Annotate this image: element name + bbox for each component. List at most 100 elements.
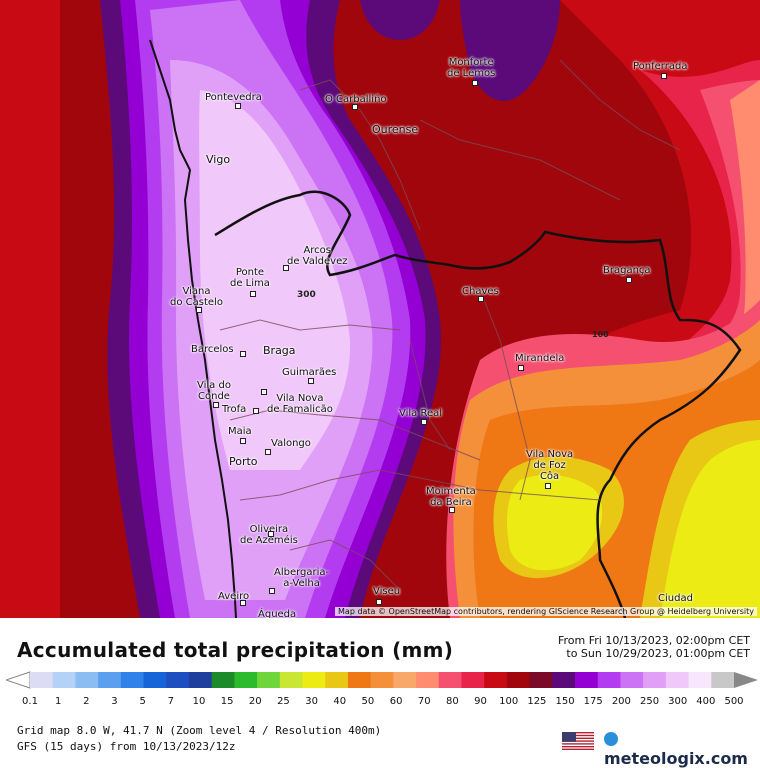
place-label: Águeda bbox=[258, 609, 297, 618]
period-from: From Fri 10/13/2023, 02:00pm CET bbox=[558, 634, 750, 647]
place-label: Vila Nova de Famalicão bbox=[267, 393, 333, 415]
place-label: Vigo bbox=[206, 153, 231, 166]
place-label: Bragança bbox=[603, 265, 651, 276]
place-label: Vila do Conde bbox=[197, 380, 231, 402]
legend-tick-label: 125 bbox=[527, 696, 547, 707]
legend-swatch bbox=[143, 672, 167, 688]
contour-label: 100 bbox=[592, 330, 609, 339]
place-marker bbox=[545, 483, 551, 489]
legend-tick-label: 0.1 bbox=[22, 696, 38, 707]
place-label: Maia bbox=[228, 426, 252, 437]
place-label: Oliveira de Azeméis bbox=[240, 524, 298, 546]
us-flag-icon[interactable] bbox=[562, 732, 594, 750]
place-marker bbox=[269, 588, 275, 594]
place-label: Ourense bbox=[372, 123, 419, 136]
legend-swatch bbox=[370, 672, 394, 688]
model-info: GFS (15 days) from 10/13/2023/12z bbox=[17, 740, 236, 753]
logo-icon bbox=[604, 732, 618, 746]
place-marker bbox=[472, 80, 478, 86]
place-marker bbox=[376, 599, 382, 605]
place-label: Viana do Castelo bbox=[170, 286, 223, 308]
place-label: O Carballiño bbox=[325, 94, 387, 105]
legend-swatch bbox=[711, 672, 735, 688]
legend-tick-label: 150 bbox=[555, 696, 575, 707]
legend-tick-label: 80 bbox=[446, 696, 459, 707]
legend-tick-label: 500 bbox=[724, 696, 744, 707]
legend-tick-label: 175 bbox=[583, 696, 603, 707]
place-marker bbox=[261, 389, 267, 395]
legend-tick-label: 60 bbox=[389, 696, 403, 707]
color-legend bbox=[6, 671, 758, 689]
place-label: Ponferrada bbox=[633, 61, 688, 72]
legend-swatch bbox=[688, 672, 712, 688]
grid-info: Grid map 8.0 W, 41.7 N (Zoom level 4 / R… bbox=[17, 724, 382, 737]
legend-swatch bbox=[484, 672, 508, 688]
brand-logo[interactable]: meteologix.com bbox=[604, 730, 760, 768]
legend-tick-label: 400 bbox=[696, 696, 716, 707]
place-marker bbox=[240, 600, 246, 606]
place-label: Valongo bbox=[271, 438, 311, 449]
legend-swatch bbox=[461, 672, 485, 688]
place-label: Monforte de Lemos bbox=[447, 57, 496, 79]
legend-swatch bbox=[597, 672, 621, 688]
legend-tick-label: 50 bbox=[361, 696, 375, 707]
legend-swatch bbox=[211, 672, 235, 688]
place-label: Mirandela bbox=[515, 353, 565, 364]
legend-swatch bbox=[257, 672, 281, 688]
legend-tick-label: 15 bbox=[220, 696, 234, 707]
legend-swatch bbox=[643, 672, 667, 688]
place-label: Chaves bbox=[462, 286, 499, 297]
legend-swatch bbox=[393, 672, 417, 688]
place-label: Barcelos bbox=[191, 344, 234, 355]
place-marker bbox=[235, 103, 241, 109]
place-marker bbox=[240, 351, 246, 357]
place-marker bbox=[240, 438, 246, 444]
legend-swatch bbox=[120, 672, 145, 688]
legend-tick-label: 200 bbox=[611, 696, 631, 707]
legend-swatch bbox=[98, 672, 122, 688]
place-marker bbox=[283, 265, 289, 271]
place-marker bbox=[250, 291, 256, 297]
place-label: Ponte de Lima bbox=[230, 267, 270, 289]
place-label: Trofa bbox=[222, 404, 247, 415]
legend-swatch bbox=[620, 672, 644, 688]
legend-tick-label: 5 bbox=[139, 696, 146, 707]
legend-swatch bbox=[325, 672, 349, 688]
legend-swatch bbox=[52, 672, 76, 688]
legend-swatch bbox=[234, 672, 258, 688]
legend-tick-label: 300 bbox=[668, 696, 688, 707]
place-marker bbox=[449, 507, 455, 513]
place-label: Vila Nova de Foz Côa bbox=[526, 449, 574, 482]
place-marker bbox=[213, 402, 219, 408]
place-label: Arcos de Valdevez bbox=[287, 245, 348, 267]
legend-swatch bbox=[188, 672, 213, 688]
map-canvas bbox=[0, 0, 760, 618]
place-marker bbox=[265, 449, 271, 455]
legend-tick-label: 25 bbox=[277, 696, 290, 707]
legend-swatch bbox=[416, 672, 440, 688]
place-marker bbox=[518, 365, 524, 371]
precipitation-map[interactable]: 300 100 Monforte de Lemos Ponferrada Pon… bbox=[0, 0, 760, 618]
legend-swatch bbox=[506, 672, 531, 688]
legend-ticks: 0.1 1 2 3 5 7 10 15 20 25 30 40 50 60 70 80 90 100 125 150 1… bbox=[0, 696, 760, 710]
legend-tick-label: 90 bbox=[474, 696, 487, 707]
place-marker bbox=[308, 378, 314, 384]
legend-swatch bbox=[279, 672, 304, 688]
legend-tick-label: 20 bbox=[248, 696, 262, 707]
legend-swatch bbox=[575, 672, 599, 688]
legend-swatch bbox=[665, 672, 690, 688]
legend-tick-label: 1 bbox=[54, 696, 62, 707]
legend-swatch bbox=[529, 672, 553, 688]
place-label: Braga bbox=[263, 344, 296, 357]
place-label: Porto bbox=[229, 455, 258, 468]
legend-tick-label: 7 bbox=[167, 696, 174, 707]
place-marker bbox=[478, 296, 484, 302]
legend-tick-label: 70 bbox=[417, 696, 431, 707]
legend-tick-label: 2 bbox=[83, 696, 90, 707]
place-marker bbox=[661, 73, 667, 79]
place-label: Pontevedra bbox=[205, 92, 262, 103]
place-marker bbox=[253, 408, 259, 414]
place-label: Ciudad bbox=[658, 593, 693, 604]
place-marker bbox=[268, 531, 274, 537]
legend-swatch bbox=[438, 672, 462, 688]
